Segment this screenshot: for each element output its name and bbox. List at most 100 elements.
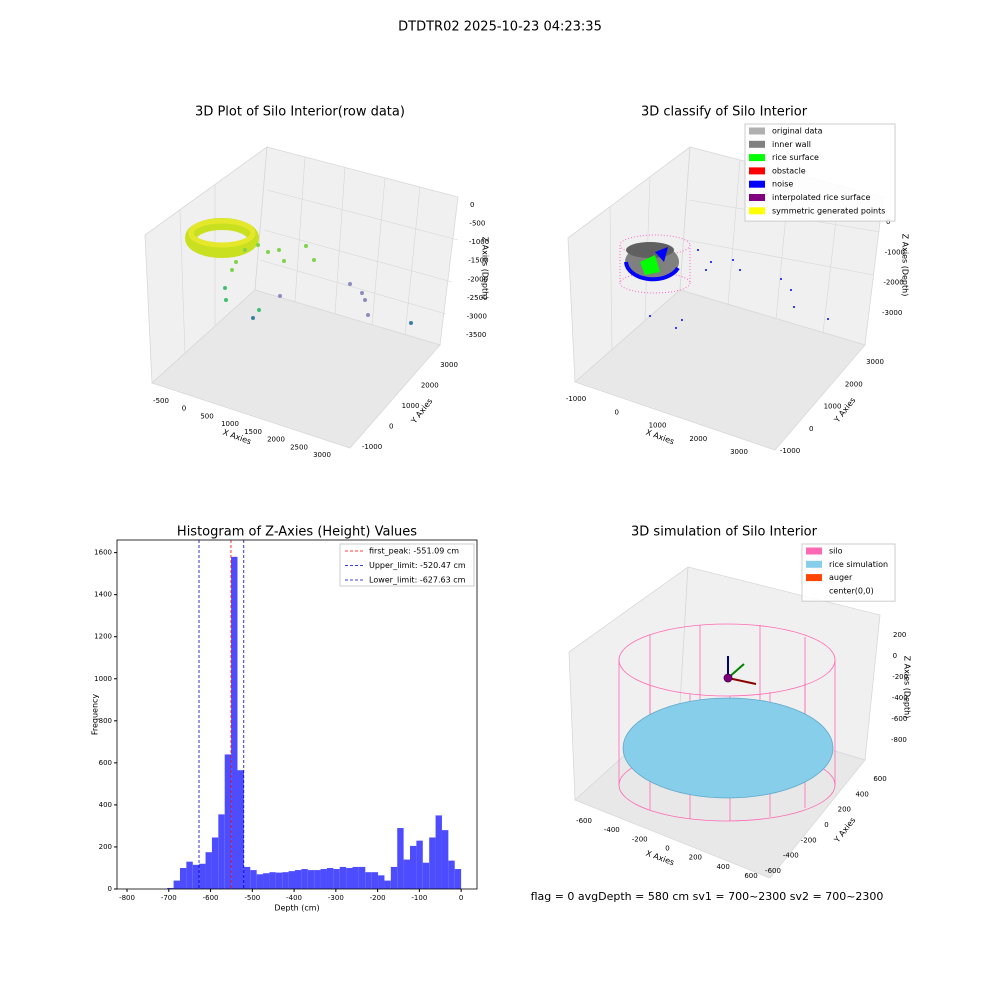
z-tick-label: 0 — [470, 201, 474, 209]
legend-swatch — [806, 547, 822, 555]
x-tick-label: 400 — [716, 863, 729, 871]
legend-label: noise — [772, 180, 793, 189]
y-tick-label: 1600 — [94, 549, 112, 557]
z-tick-label: -3000 — [882, 309, 902, 317]
bar — [390, 866, 398, 889]
bar — [403, 859, 411, 889]
bar — [326, 867, 334, 889]
x-tick-label: -600 — [576, 817, 592, 825]
legend-swatch — [749, 207, 765, 215]
x-tick-label: 3000 — [313, 451, 331, 459]
y-tick-label: 3000 — [866, 358, 884, 366]
x-tick-label: -200 — [632, 835, 648, 843]
x-axis-label: X Axies — [645, 428, 676, 447]
x-tick-label: -200 — [370, 894, 386, 902]
legend-label: Lower_limit: -627.63 cm — [369, 576, 466, 585]
x-tick-label: -700 — [161, 894, 177, 902]
z-tick-label: -600 — [891, 715, 907, 723]
bar — [371, 872, 379, 889]
z-tick-label: -2500 — [467, 294, 487, 302]
bar — [263, 873, 270, 889]
bar — [314, 870, 321, 889]
z-tick-label: -1500 — [468, 257, 488, 265]
panel4-drawing — [618, 623, 836, 822]
x-tick-label: 1500 — [244, 428, 262, 436]
y-axis-label: Y Axies — [832, 816, 858, 845]
y-axis-label: Frequency — [91, 694, 100, 736]
legend-swatch — [749, 194, 765, 201]
legend-label: silo — [829, 547, 843, 556]
bar — [218, 814, 225, 889]
x-tick-label: -1000 — [566, 395, 586, 403]
panel1-points — [185, 218, 413, 325]
y-tick-label: -200 — [801, 836, 817, 844]
bar — [384, 880, 391, 889]
bar — [269, 872, 276, 889]
z-tick-label: -3500 — [466, 331, 486, 339]
x-tick-label: -400 — [604, 826, 620, 834]
bar — [237, 770, 244, 889]
y-tick-label: 1000 — [94, 675, 112, 683]
bar — [224, 754, 232, 889]
legend-label: center(0,0) — [829, 586, 874, 595]
legend-label: rice surface — [772, 153, 819, 162]
z-tick-label: -400 — [892, 694, 908, 702]
y-tick-label: 200 — [99, 843, 112, 851]
z-axis-label: Z Axies (Depth) — [903, 656, 912, 719]
x-tick-label: -500 — [153, 397, 169, 405]
legend-label: original data — [772, 127, 823, 136]
z-tick-label: -1000 — [885, 248, 905, 256]
x-tick-label: 1000 — [221, 420, 239, 428]
bar — [435, 815, 442, 889]
bar — [173, 880, 180, 889]
bar — [339, 866, 347, 889]
legend-swatch — [806, 587, 822, 595]
x-tick-label: 2000 — [689, 435, 707, 443]
x-axis-label: Depth (cm) — [274, 904, 319, 913]
status-text: flag = 0 avgDepth = 580 cm sv1 = 700~230… — [531, 890, 884, 903]
bar — [199, 863, 206, 889]
z-tick-label: -1000 — [469, 238, 489, 246]
x-tick-label: 200 — [689, 854, 702, 862]
x-tick-label: -400 — [286, 894, 302, 902]
x-tick-label: 600 — [744, 872, 757, 880]
y-tick-label: 1200 — [94, 633, 112, 641]
bar — [294, 870, 302, 889]
x-tick-label: 2500 — [290, 443, 308, 451]
y-tick-label: -400 — [783, 852, 799, 860]
bar — [250, 870, 257, 889]
z-tick-label: -2000 — [468, 275, 488, 283]
chart-title: Histogram of Z-Axies (Height) Values — [177, 525, 417, 540]
bar — [365, 872, 372, 889]
y-tick-label: 1000 — [402, 402, 420, 410]
bar — [192, 864, 200, 889]
y-tick-label: 600 — [99, 759, 112, 767]
bar — [441, 830, 449, 889]
x-tick-label: 0 — [459, 894, 463, 902]
bar — [211, 837, 219, 889]
x-tick-label: 0 — [665, 845, 669, 853]
chart-title: 3D simulation of Silo Interior — [631, 525, 818, 540]
y-tick-label: 400 — [855, 790, 868, 798]
legend-swatch — [749, 127, 765, 135]
plot-frame — [116, 539, 478, 890]
y-tick-label: 0 — [389, 423, 393, 431]
bar — [358, 866, 366, 889]
bar — [256, 874, 264, 889]
bar — [275, 872, 283, 889]
suptitle: DTDTR02 2025-10-23 04:23:35 — [398, 20, 602, 35]
legend-swatch — [749, 154, 765, 162]
bar — [179, 867, 187, 889]
bar — [167, 887, 174, 889]
z-axis-label: Z Axies (Depth) — [901, 234, 910, 297]
y-tick-label: 1400 — [94, 591, 112, 599]
y-tick-label: 800 — [99, 717, 112, 725]
y-tick-label: -1000 — [780, 447, 800, 455]
z-tick-label: 200 — [893, 631, 906, 639]
x-tick-label: 0 — [182, 405, 186, 413]
x-tick-label: -600 — [203, 894, 219, 902]
bar — [397, 828, 404, 889]
bar — [448, 860, 455, 889]
y-tick-label: -1000 — [362, 443, 382, 451]
y-tick-label: 2000 — [845, 380, 863, 388]
